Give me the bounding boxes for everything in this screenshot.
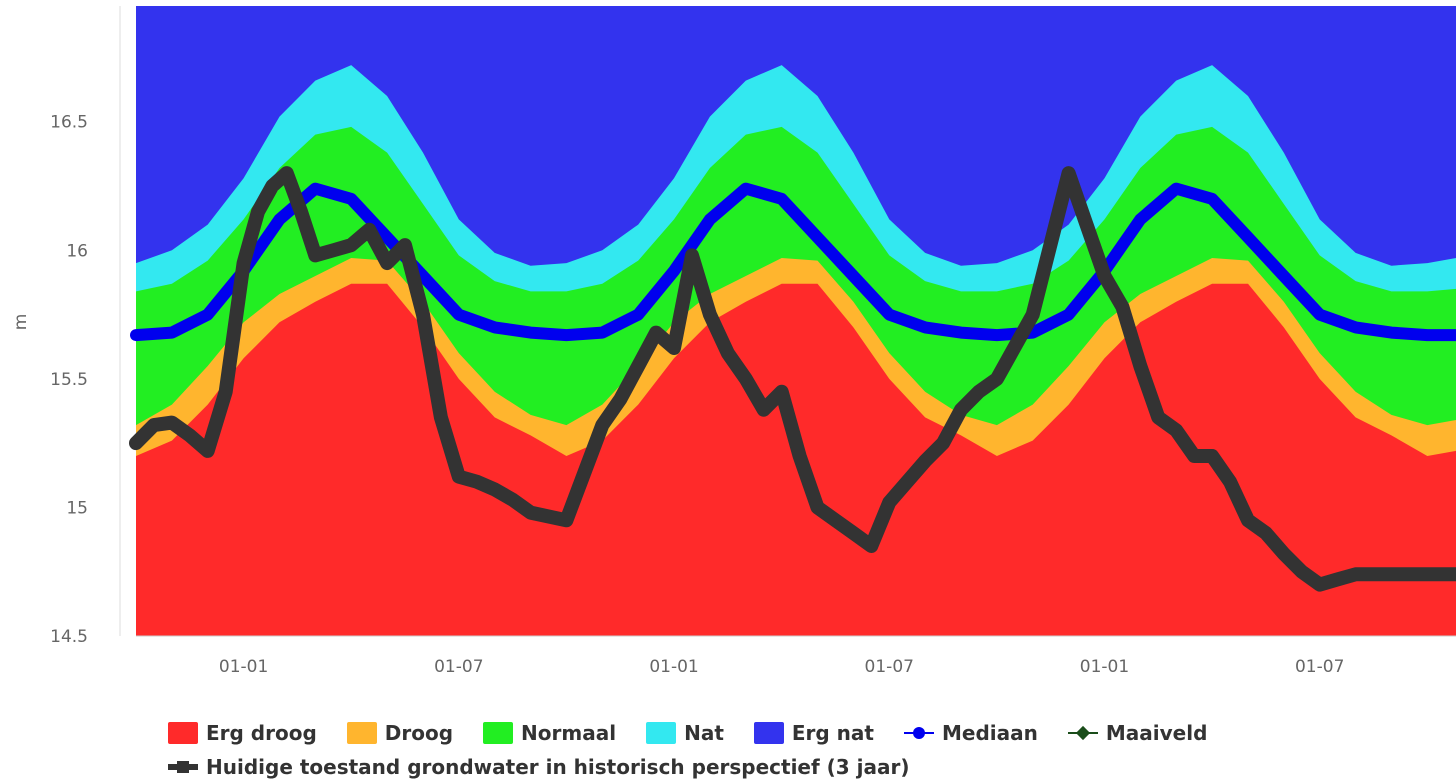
band-areas [136, 6, 1456, 637]
legend-item-erg[interactable]: Erg droog [168, 721, 317, 745]
legend-swatch [646, 722, 677, 744]
legend-label: Erg nat [791, 721, 874, 745]
legend-label: Mediaan [941, 721, 1038, 745]
legend-item-maaiveld[interactable]: Maaiveld [1067, 721, 1208, 745]
y-tick-label: 15.5 [50, 370, 88, 390]
legend-item-mediaan[interactable]: Mediaan [903, 721, 1038, 745]
mediaan-line [130, 182, 1456, 342]
legend-item-erg[interactable]: Erg nat [753, 721, 874, 745]
groundwater-chart: m 14.5 15 15.5 16 16.5 01-01 01-07 01-01 01-07 01… [11, 6, 1456, 677]
x-tick-label: 01-07 [1295, 657, 1344, 677]
legend: Erg droog Droog Normaal Nat Erg nat Mediaan Ma… [168, 716, 1368, 784]
legend-swatch [346, 722, 377, 744]
legend-item-droog[interactable]: Droog [346, 721, 454, 745]
series-lines [129, 166, 1456, 592]
legend-row: Huidige toestand grondwater in historisc… [168, 750, 1368, 784]
legend-swatch [168, 722, 198, 744]
legend-item-nat[interactable]: Nat [646, 721, 724, 745]
legend-line-symbol [903, 722, 934, 744]
legend-row: Erg droog Droog Normaal Nat Erg nat Mediaan Ma… [168, 716, 1368, 750]
y-tick-label: 15 [66, 498, 88, 518]
legend-item-normaal[interactable]: Normaal [483, 721, 616, 745]
legend-label: Huidige toestand grondwater in historisc… [206, 755, 910, 779]
legend-label: Maaiveld [1105, 721, 1208, 745]
axes: m 14.5 15 15.5 16 16.5 01-01 01-07 01-01 01-07 01… [11, 6, 1456, 677]
legend-swatch [483, 722, 514, 744]
x-tick-label: 01-07 [865, 657, 914, 677]
legend-label: Normaal [521, 721, 617, 745]
y-axis-label: m [11, 314, 31, 331]
y-tick-label: 14.5 [50, 627, 88, 647]
x-tick-label: 01-01 [1080, 657, 1129, 677]
x-tick-label: 01-01 [649, 657, 698, 677]
groundwater-line [129, 166, 1456, 592]
legend-line-symbol [1067, 722, 1098, 744]
legend-swatch [753, 722, 784, 744]
legend-item-huidige[interactable]: Huidige toestand grondwater in historisc… [168, 755, 910, 779]
y-tick-label: 16.5 [50, 113, 88, 133]
y-tick-label: 16 [66, 241, 88, 261]
legend-label: Nat [684, 721, 724, 745]
legend-label: Erg droog [206, 721, 317, 745]
x-tick-label: 01-07 [434, 657, 483, 677]
legend-line-symbol [168, 756, 198, 778]
x-tick-label: 01-01 [219, 657, 268, 677]
legend-label: Droog [384, 721, 454, 745]
